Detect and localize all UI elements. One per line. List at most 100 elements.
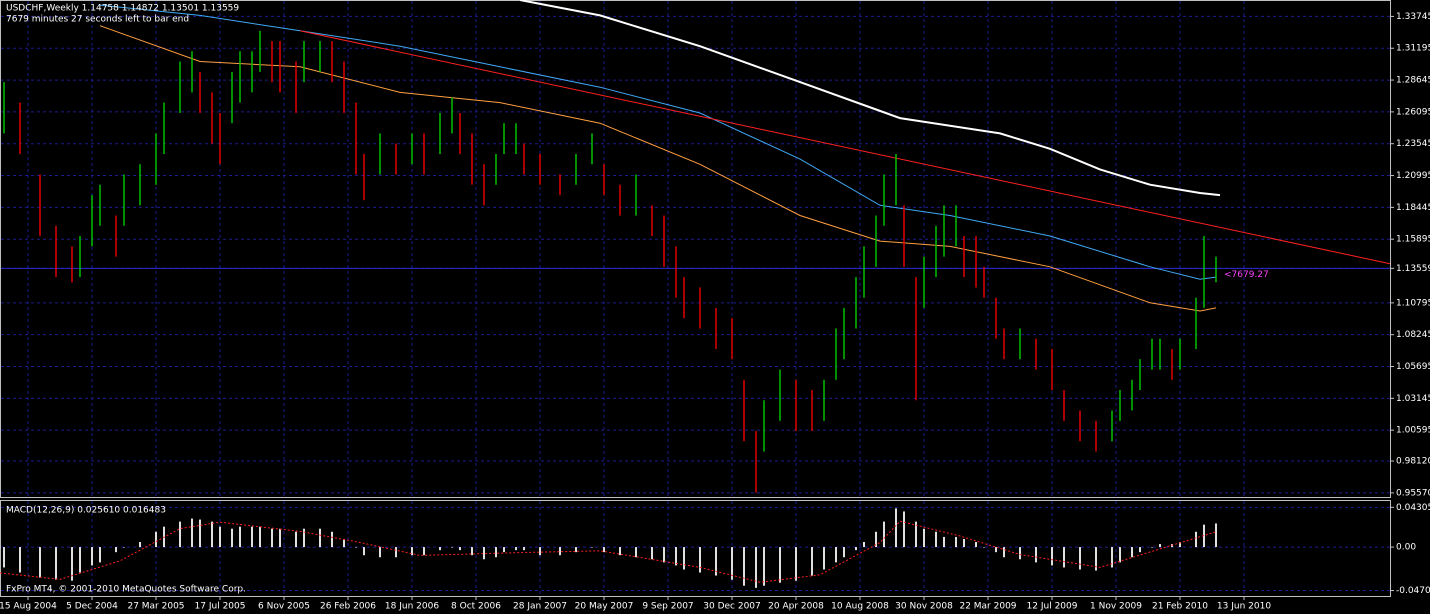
macd-bar: [1179, 542, 1181, 548]
macd-bar: [439, 547, 441, 551]
y-tick-label: -0.04706: [1396, 586, 1430, 596]
x-tick-label: 28 Jan 2007: [513, 602, 567, 612]
macd-bar: [835, 547, 837, 563]
chart-title: USDCHF,Weekly 1.14758 1.14872 1.13501 1.…: [6, 4, 239, 14]
macd-bar: [155, 531, 157, 548]
macd-panel: [0, 500, 1391, 597]
macd-bar: [303, 528, 305, 548]
macd-bar: [55, 547, 57, 580]
y-tick-label: 1.13559: [1396, 264, 1430, 274]
macd-bar: [319, 528, 321, 548]
macd-bar: [843, 547, 845, 558]
y-tick-label: 1.23545: [1396, 139, 1430, 149]
macd-bar: [955, 536, 957, 548]
x-tick-label: 12 Jul 2009: [1027, 602, 1078, 612]
macd-bar: [451, 547, 453, 548]
macd-bar: [575, 547, 577, 553]
x-tick-label: 1 Nov 2009: [1090, 602, 1142, 612]
macd-bar: [811, 547, 813, 576]
macd-bar: [1095, 547, 1097, 571]
macd-bar: [379, 547, 381, 558]
macd-bar: [211, 521, 213, 548]
macd-bar: [259, 526, 261, 548]
signal-line: [0, 520, 1217, 583]
macd-bar: [503, 547, 505, 553]
macd-bar: [683, 547, 685, 570]
macd-bar: [943, 536, 945, 548]
x-tick-label: 9 Sep 2007: [642, 602, 693, 612]
x-tick-label: 17 Jul 2005: [195, 602, 246, 612]
moving-average: [519, 0, 1221, 197]
y-tick-label: 1.15895: [1396, 235, 1430, 245]
x-tick-label: 8 Oct 2006: [451, 602, 501, 612]
y-tick-label: 1.28645: [1396, 76, 1430, 86]
macd-bar: [1019, 547, 1021, 560]
x-tick-label: 26 Feb 2006: [320, 602, 376, 612]
x-tick-label: 20 Apr 2008: [768, 602, 824, 612]
y-tick-label: 0.00: [1396, 543, 1416, 553]
y-tick-label: 1.00595: [1396, 426, 1430, 436]
macd-bar: [271, 528, 273, 548]
macd-bar: [779, 547, 781, 583]
macd-bar: [1051, 547, 1053, 566]
macd-bar: [995, 547, 997, 553]
macd-bar: [935, 531, 937, 548]
macd-bar: [1195, 531, 1197, 548]
macd-bar: [1151, 547, 1153, 548]
macd-bar: [1203, 524, 1205, 548]
macd-bar: [279, 528, 281, 548]
x-tick-label: 22 Mar 2009: [959, 602, 1016, 612]
macd-bar: [3, 547, 5, 568]
macd-bar: [219, 526, 221, 548]
macd-bar: [1215, 523, 1217, 548]
x-tick-label: 5 Dec 2004: [66, 602, 118, 612]
macd-bar: [99, 547, 101, 563]
moving-average: [99, 25, 1217, 312]
y-tick-label: 1.08245: [1396, 330, 1430, 340]
macd-bar: [1035, 547, 1037, 563]
x-tick-label: 27 Mar 2005: [127, 602, 184, 612]
macd-bar: [795, 547, 797, 581]
macd-bar: [895, 508, 897, 548]
macd-bar: [123, 547, 125, 548]
y-tick-label: 1.18445: [1396, 203, 1430, 213]
macd-bar: [903, 511, 905, 548]
x-tick-label: 30 Dec 2007: [703, 602, 761, 612]
macd-bar: [363, 547, 365, 556]
macd-bar: [743, 547, 745, 586]
macd-bar: [875, 531, 877, 548]
x-tick-label: 21 Feb 2010: [1152, 602, 1208, 612]
main-panel: [0, 0, 1391, 498]
macd-bar: [295, 531, 297, 548]
macd-bar: [731, 547, 733, 580]
macd-bar: [1111, 547, 1113, 568]
macd-bar: [139, 542, 141, 548]
macd-bar: [1063, 547, 1065, 568]
x-tick-label: 13 Jun 2010: [1217, 602, 1271, 612]
countdown-label: <7679.27: [1224, 270, 1269, 280]
x-tick-label: 15 Aug 2004: [0, 602, 57, 612]
macd-bar: [651, 547, 653, 560]
macd-bar: [755, 547, 757, 588]
macd-bar: [179, 521, 181, 548]
y-tick-label: 0.98120: [1396, 457, 1430, 467]
macd-bar: [675, 547, 677, 566]
x-tick-label: 30 Nov 2008: [895, 602, 953, 612]
countdown: 7679 minutes 27 seconds left to bar end: [6, 15, 189, 25]
x-tick-label: 20 May 2007: [575, 602, 634, 612]
macd-bar: [331, 531, 333, 548]
macd-bar: [863, 542, 865, 548]
macd-bar: [603, 547, 605, 553]
macd-bar: [1119, 547, 1121, 563]
macd-bar: [251, 526, 253, 548]
y-tick-label: 1.26095: [1396, 107, 1430, 117]
macd-bar: [471, 547, 473, 556]
macd-bar: [619, 547, 621, 556]
macd-bar: [763, 547, 765, 586]
macd-bar: [423, 547, 425, 556]
macd-bar: [975, 542, 977, 548]
macd-bar: [39, 547, 41, 578]
macd-bar: [663, 547, 665, 563]
